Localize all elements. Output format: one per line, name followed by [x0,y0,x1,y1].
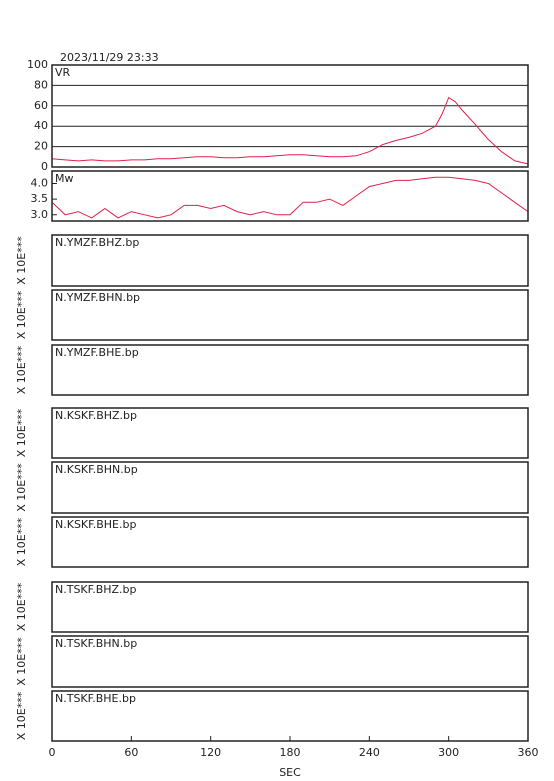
panel-frame [51,289,529,341]
y-tick-label: 20 [34,140,48,153]
y-axis-label: X 10E*** [15,345,28,394]
panel-frame [51,407,529,459]
x-tick-label: 120 [200,746,221,759]
x-tick-label: 180 [280,746,301,759]
trace-label: N.YMZF.BHE.bp [55,346,139,359]
series-label: VR [55,66,71,79]
y-tick-label: 0 [41,160,48,173]
data-line [51,96,529,165]
y-axis-label: X 10E*** [15,408,28,457]
x-axis-label: SEC [279,766,301,779]
data-line [51,176,529,219]
y-tick-label: 40 [34,119,48,132]
y-axis-label: X 10E*** [15,637,28,686]
y-tick-label: 60 [34,99,48,112]
y-tick-label: 3.0 [31,208,49,221]
y-tick-label: 100 [27,58,48,71]
x-tick-label: 0 [49,746,56,759]
trace-label: N.TSKF.BHE.bp [55,692,136,705]
y-tick-label: 80 [34,78,48,91]
panel-frame [51,170,529,222]
panel-frame [51,344,529,396]
trace-label: N.KSKF.BHZ.bp [55,409,137,422]
chart-title: 2023/11/29 23:33 [60,51,159,64]
panel-frame [51,461,529,514]
trace-label: N.YMZF.BHN.bp [55,291,140,304]
trace-label: N.TSKF.BHZ.bp [55,583,137,596]
panel-frame [51,64,529,168]
x-tick-label: 240 [359,746,380,759]
trace-label: N.KSKF.BHN.bp [55,463,138,476]
panel-frame [51,234,529,287]
y-axis-label: X 10E*** [15,582,28,631]
x-tick-label: 300 [438,746,459,759]
trace-label: N.YMZF.BHZ.bp [55,236,139,249]
x-tick-label: 360 [518,746,539,759]
x-tick-label: 60 [124,746,138,759]
panel-frame [51,635,529,688]
y-axis-label: X 10E*** [15,236,28,285]
panel-frame [51,581,529,633]
series-label: Mw [55,172,74,185]
y-axis-label: X 10E*** [15,517,28,566]
y-axis-label: X 10E*** [15,463,28,512]
panel-frame [51,516,529,568]
y-tick-label: 3.5 [31,192,49,205]
y-tick-label: 4.0 [31,177,49,190]
y-axis-label: X 10E*** [15,691,28,740]
trace-label: N.TSKF.BHN.bp [55,637,137,650]
trace-label: N.KSKF.BHE.bp [55,518,136,531]
y-axis-label: X 10E*** [15,290,28,339]
